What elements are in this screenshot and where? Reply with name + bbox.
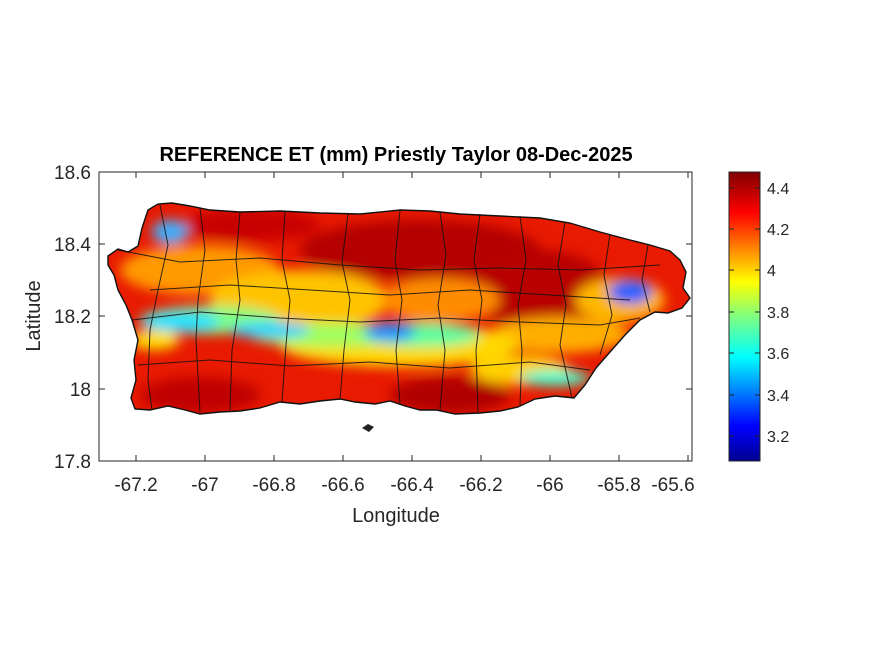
colorbar-tick-label: 4 [767, 263, 776, 280]
y-tick-labels: 18.6 18.4 18.2 18 17.8 [54, 163, 91, 473]
x-tick-marks [135, 172, 689, 461]
colorbar [728, 171, 761, 462]
colorbar-ticks [729, 187, 760, 437]
x-tick-label: -66.8 [252, 475, 295, 496]
colorbar-tick-label: 4.2 [767, 222, 789, 239]
y-tick-label: 18.4 [54, 235, 91, 256]
x-tick-label: -65.8 [597, 475, 640, 496]
colorbar-tick-label: 3.8 [767, 305, 789, 322]
colorbar-tick-label: 3.2 [767, 429, 789, 446]
y-axis-label: Latitude [23, 280, 45, 351]
colorbar-tick-label: 3.4 [767, 388, 789, 405]
y-tick-label: 17.8 [54, 452, 91, 473]
x-tick-labels: -67.2 -67 -66.8 -66.6 -66.4 -66.2 -66 -6… [114, 475, 694, 496]
x-tick-label: -67 [191, 475, 218, 496]
et-heatmap [108, 203, 690, 414]
x-tick-label: -66.6 [321, 475, 364, 496]
x-tick-label: -65.6 [651, 475, 694, 496]
x-tick-label: -66 [536, 475, 563, 496]
x-tick-label: -66.4 [390, 475, 434, 496]
colorbar-tick-label: 4.4 [767, 181, 789, 198]
small-island-shape [362, 424, 374, 432]
y-tick-label: 18.2 [54, 307, 91, 328]
y-tick-label: 18 [70, 380, 91, 401]
chart-title: REFERENCE ET (mm) Priestly Taylor 08-Dec… [159, 144, 632, 166]
x-axis-label: Longitude [352, 505, 440, 527]
colorbar-tick-labels: 4.4 4.2 4 3.8 3.6 3.4 3.2 [767, 181, 789, 446]
y-tick-marks [99, 171, 692, 462]
x-tick-label: -66.2 [459, 475, 502, 496]
y-tick-label: 18.6 [54, 163, 91, 184]
colorbar-tick-label: 3.6 [767, 346, 789, 363]
municipal-boundaries [117, 204, 661, 413]
x-tick-label: -67.2 [114, 475, 157, 496]
